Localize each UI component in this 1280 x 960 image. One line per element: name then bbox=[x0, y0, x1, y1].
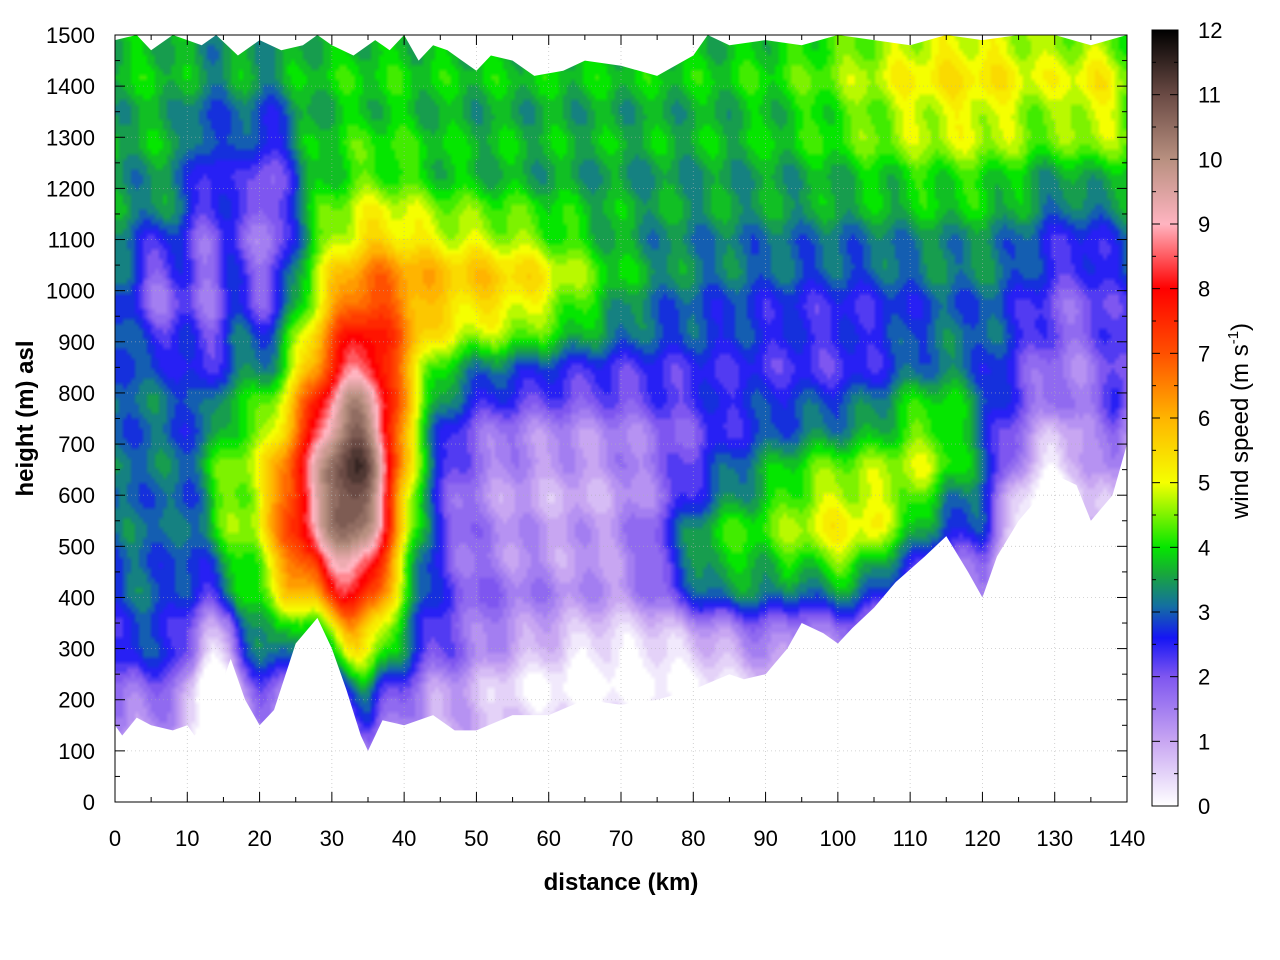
y-axis-title: height (m) asl bbox=[12, 340, 39, 496]
x-axis-ticks bbox=[114, 35, 1128, 802]
colorbar-tick-label: 7 bbox=[1198, 341, 1210, 366]
y-tick-label: 800 bbox=[58, 381, 95, 406]
y-tick-label: 200 bbox=[58, 688, 95, 713]
x-axis-tick-labels: 0 10 20 30 40 50 60 70 80 90 100 110 120 130 140 bbox=[109, 826, 1145, 851]
colorbar-tick-label: 12 bbox=[1198, 18, 1222, 43]
y-tick-label: 1000 bbox=[46, 279, 95, 304]
y-tick-label: 1100 bbox=[48, 228, 95, 253]
colorbar-tick-label: 10 bbox=[1198, 147, 1222, 172]
colorbar-tick-label: 2 bbox=[1198, 665, 1210, 690]
x-tick-label: 10 bbox=[175, 826, 199, 851]
x-tick-label: 80 bbox=[681, 826, 705, 851]
y-tick-label: 500 bbox=[58, 534, 95, 559]
y-tick-label: 400 bbox=[58, 585, 95, 610]
grid-lines bbox=[115, 35, 1127, 802]
y-tick-label: 1400 bbox=[46, 74, 95, 99]
colorbar-tick-label: 0 bbox=[1198, 794, 1210, 819]
colorbar-tick-label: 11 bbox=[1198, 83, 1221, 108]
colorbar-title-main: wind speed (m s bbox=[1227, 344, 1254, 520]
colorbar-tick-label: 9 bbox=[1198, 212, 1210, 237]
y-tick-label: 1200 bbox=[46, 176, 95, 201]
x-tick-label: 20 bbox=[247, 826, 271, 851]
colorbar-tick-label: 6 bbox=[1198, 406, 1210, 431]
x-tick-label: 100 bbox=[819, 826, 856, 851]
y-axis-tick-labels: 0 100 200 300 400 500 600 700 800 900 1000 1100 1200… bbox=[46, 23, 95, 815]
y-tick-label: 100 bbox=[58, 739, 95, 764]
x-axis-title: distance (km) bbox=[544, 869, 699, 896]
colorbar-title: wind speed (m s-1) bbox=[1225, 323, 1254, 520]
colorbar-title-end: ) bbox=[1227, 323, 1254, 331]
colorbar-title-superscript: -1 bbox=[1225, 331, 1242, 344]
x-tick-label: 50 bbox=[464, 826, 488, 851]
y-tick-label: 1300 bbox=[46, 125, 95, 150]
y-tick-label: 0 bbox=[83, 790, 95, 815]
y-tick-label: 900 bbox=[58, 330, 95, 355]
x-tick-label: 110 bbox=[893, 826, 928, 851]
colorbar-tick-label: 4 bbox=[1198, 535, 1210, 560]
x-tick-label: 30 bbox=[320, 826, 344, 851]
colorbar-tick-label: 5 bbox=[1198, 471, 1210, 496]
colorbar-tick-label: 8 bbox=[1198, 277, 1210, 302]
y-tick-label: 1500 bbox=[46, 23, 95, 48]
y-axis-ticks bbox=[115, 34, 1127, 803]
x-tick-label: 0 bbox=[109, 826, 121, 851]
colorbar-tick-label: 3 bbox=[1198, 600, 1210, 625]
x-tick-label: 70 bbox=[609, 826, 633, 851]
colorbar-ticks bbox=[1152, 29, 1178, 807]
plot-area bbox=[114, 34, 1128, 803]
x-tick-label: 90 bbox=[753, 826, 777, 851]
y-tick-label: 700 bbox=[58, 432, 95, 457]
colorbar-tick-label: 1 bbox=[1198, 729, 1210, 754]
x-tick-label: 130 bbox=[1036, 826, 1073, 851]
y-tick-label: 300 bbox=[58, 637, 95, 662]
y-tick-label: 600 bbox=[58, 483, 95, 508]
x-tick-label: 120 bbox=[964, 826, 1001, 851]
x-tick-label: 140 bbox=[1109, 826, 1146, 851]
x-tick-label: 60 bbox=[536, 826, 560, 851]
x-tick-label: 40 bbox=[392, 826, 416, 851]
